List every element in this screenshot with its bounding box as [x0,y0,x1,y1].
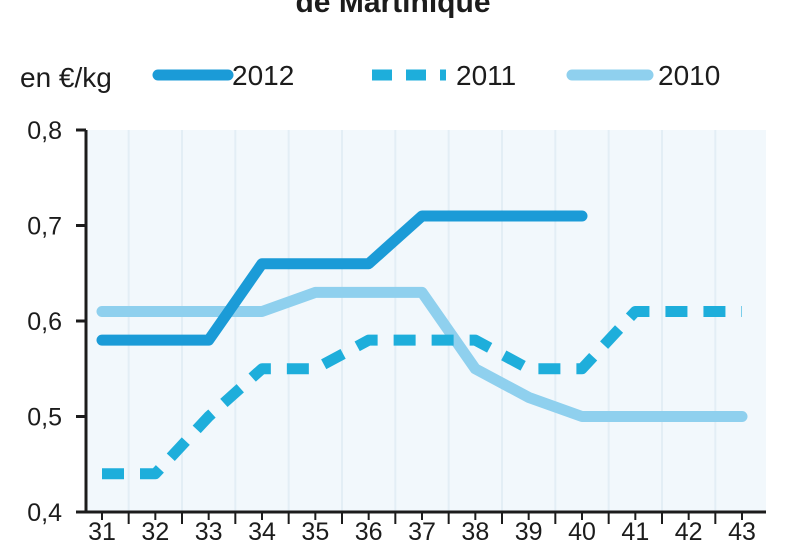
x-tick-label: 31 [88,518,116,546]
series-line-2011 [102,306,742,480]
x-tick-label: 33 [195,518,223,546]
x-tick-label: 37 [408,518,436,546]
x-tick-label: 43 [728,518,756,546]
x-tick-label: 34 [248,518,276,546]
x-tick-label: 41 [621,518,649,546]
x-axis-ticks: 31 32 33 34 35 36 37 38 39 40 41 42 43 [88,512,756,546]
chart-title: de Martinique [295,0,490,19]
y-axis-ticks: 0,4 0,5 0,6 0,7 0,8 [27,117,86,527]
legend-label-2011: 2011 [456,60,516,91]
x-tick-label: 38 [461,518,489,546]
legend-label-2010: 2010 [658,60,720,91]
x-tick-label: 32 [141,518,169,546]
x-tick-label: 42 [675,518,703,546]
y-tick-label: 0,5 [27,404,62,432]
chart-legend: 2012 2011 2010 [152,60,720,91]
x-tick-label: 40 [568,518,596,546]
plot-area-background [86,130,766,512]
x-tick-label: 35 [301,518,329,546]
y-tick-label: 0,7 [27,213,62,241]
x-tick-label: 36 [355,518,383,546]
y-tick-label: 0,4 [27,499,62,527]
y-tick-label: 0,6 [27,308,62,336]
series-line-2010 [96,286,748,422]
y-axis-unit-label: en €/kg [20,62,112,93]
x-tick-label: 39 [515,518,543,546]
series-line-2012 [96,210,588,346]
legend-label-2012: 2012 [232,60,294,91]
series-layer [96,210,748,480]
y-tick-label: 0,8 [27,117,62,145]
